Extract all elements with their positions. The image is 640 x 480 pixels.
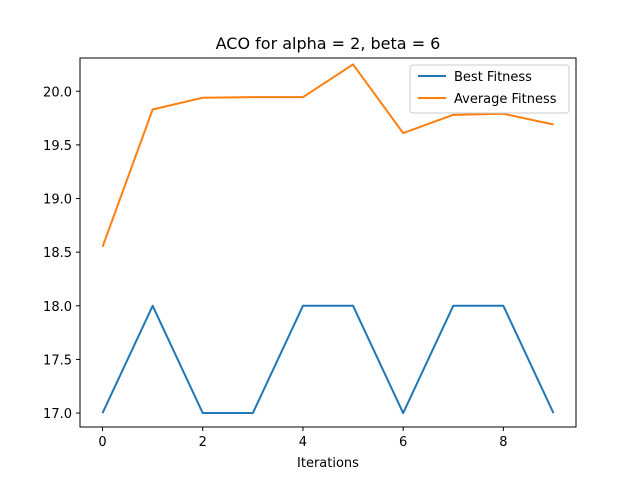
- x-tick-label: 4: [299, 435, 307, 450]
- legend: Best Fitness Average Fitness: [409, 64, 570, 114]
- y-tick-label: 17.0: [43, 407, 72, 422]
- legend-label-best-fitness: Best Fitness: [454, 70, 532, 85]
- y-tick-label: 17.5: [43, 353, 72, 368]
- series-layer: [101, 63, 555, 415]
- y-tick-label: 19.0: [43, 193, 72, 208]
- chart-title: ACO for alpha = 2, beta = 6: [216, 34, 441, 53]
- plot-area-frame: [79, 57, 577, 428]
- y-axis: 17.0 17.5 18.0 18.5 19.0 19.5 20.0: [43, 85, 80, 422]
- y-tick-label: 19.5: [43, 139, 72, 154]
- y-tick-label: 18.0: [43, 300, 72, 315]
- x-axis-label: Iterations: [297, 456, 359, 471]
- x-axis: 0 2 4 6 8: [98, 427, 507, 450]
- x-tick-label: 2: [199, 435, 207, 450]
- y-tick-label: 18.5: [43, 246, 72, 261]
- legend-box: [409, 64, 570, 114]
- series-line-average-fitness: [101, 63, 554, 248]
- x-tick-label: 8: [499, 435, 507, 450]
- series-line-best-fitness: [101, 304, 555, 415]
- legend-label-average-fitness: Average Fitness: [454, 92, 557, 107]
- x-tick-label: 6: [399, 435, 407, 450]
- y-tick-label: 20.0: [43, 85, 72, 100]
- x-tick-label: 0: [98, 435, 106, 450]
